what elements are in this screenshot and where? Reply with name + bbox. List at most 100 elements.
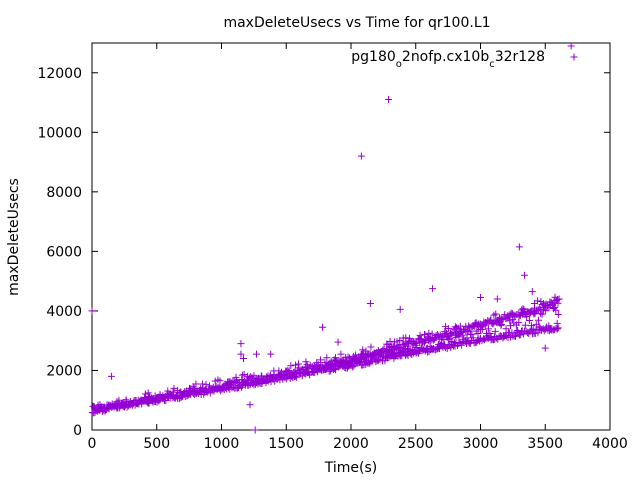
data-point xyxy=(428,330,436,338)
data-point xyxy=(484,325,492,333)
data-point xyxy=(416,331,424,339)
data-point xyxy=(502,325,510,333)
data-points xyxy=(88,42,575,434)
data-point xyxy=(534,297,542,305)
data-point xyxy=(521,271,529,279)
plot-frame xyxy=(91,42,611,431)
data-point xyxy=(122,396,130,404)
data-point xyxy=(385,96,393,104)
data-point xyxy=(455,333,463,341)
data-point xyxy=(534,329,542,337)
data-point xyxy=(162,397,170,405)
x-tick-label: 500 xyxy=(143,436,170,452)
data-point xyxy=(145,399,153,407)
data-point xyxy=(295,360,303,368)
data-point xyxy=(267,350,275,358)
data-point xyxy=(554,299,562,307)
legend-label: pg180o2nofp.cx10bc32r128 xyxy=(351,49,545,70)
data-point xyxy=(478,325,486,333)
x-tick-label: 3500 xyxy=(527,436,563,452)
data-point xyxy=(545,322,553,330)
data-point xyxy=(521,321,529,329)
data-point xyxy=(463,334,471,342)
data-point xyxy=(546,325,554,333)
data-point xyxy=(469,334,477,342)
data-point xyxy=(302,358,310,366)
x-tick-label: 2500 xyxy=(398,436,434,452)
data-point xyxy=(529,325,537,333)
x-axis-title: Time(s) xyxy=(324,460,377,476)
data-point xyxy=(88,307,96,315)
data-point xyxy=(525,317,533,325)
data-point xyxy=(178,393,186,401)
data-point xyxy=(237,383,245,391)
data-point xyxy=(486,330,494,338)
data-point xyxy=(506,317,514,325)
data-point xyxy=(216,377,224,385)
data-point xyxy=(425,329,433,337)
data-point xyxy=(247,373,255,381)
data-point xyxy=(405,334,413,342)
data-point xyxy=(474,329,482,337)
x-tick-label: 1500 xyxy=(268,436,304,452)
data-point xyxy=(276,376,284,384)
data-point xyxy=(240,355,248,363)
data-point xyxy=(552,306,560,314)
data-point xyxy=(553,319,561,327)
data-point xyxy=(537,309,545,317)
data-point xyxy=(459,331,467,339)
data-point xyxy=(101,407,109,415)
data-point xyxy=(357,152,365,160)
y-tick-label: 2000 xyxy=(46,363,82,379)
axis-ticks: 0 500 1000 1500 2000 2500 3000 3500 4000 0 2000 400… xyxy=(37,43,628,452)
data-point xyxy=(246,401,254,409)
data-point xyxy=(497,320,505,328)
data-point xyxy=(292,361,300,369)
data-point xyxy=(169,388,177,396)
data-point xyxy=(287,362,295,370)
data-point xyxy=(541,344,549,352)
data-point xyxy=(144,389,152,397)
y-tick-label: 10000 xyxy=(37,125,82,141)
x-tick-label: 2000 xyxy=(333,436,369,452)
data-point xyxy=(317,356,325,364)
data-point xyxy=(240,370,248,378)
data-point xyxy=(528,288,536,296)
data-point xyxy=(366,299,374,307)
data-point xyxy=(237,350,245,358)
data-point xyxy=(386,337,394,345)
data-point xyxy=(115,396,123,404)
data-point xyxy=(285,367,293,375)
data-point xyxy=(567,42,575,50)
data-point xyxy=(252,350,260,358)
data-point xyxy=(411,340,419,348)
data-point xyxy=(444,324,452,332)
chart-title: maxDeleteUsecs vs Time for qr100.L1 xyxy=(223,15,490,31)
data-point xyxy=(523,313,531,321)
data-point xyxy=(323,354,331,362)
data-point xyxy=(192,380,200,388)
data-point xyxy=(202,380,210,388)
data-point xyxy=(444,336,452,344)
data-point xyxy=(332,354,340,362)
data-point xyxy=(477,294,484,302)
data-point xyxy=(319,323,327,331)
data-point xyxy=(238,371,246,379)
y-tick-label: 6000 xyxy=(46,244,82,260)
y-tick-label: 4000 xyxy=(46,304,82,320)
x-tick-label: 4000 xyxy=(592,436,628,452)
data-point xyxy=(555,295,563,303)
data-point xyxy=(402,334,410,342)
data-point xyxy=(347,357,355,365)
x-tick-label: 3000 xyxy=(463,436,499,452)
data-point xyxy=(362,347,370,355)
data-point xyxy=(170,384,178,392)
legend: pg180o2nofp.cx10bc32r128 xyxy=(351,49,578,70)
data-point xyxy=(538,310,546,318)
x-tick-label: 0 xyxy=(88,436,97,452)
y-axis-title: maxDeleteUsecs xyxy=(6,178,22,296)
legend-marker xyxy=(570,53,578,61)
data-point xyxy=(542,307,550,315)
y-tick-label: 0 xyxy=(73,423,82,439)
